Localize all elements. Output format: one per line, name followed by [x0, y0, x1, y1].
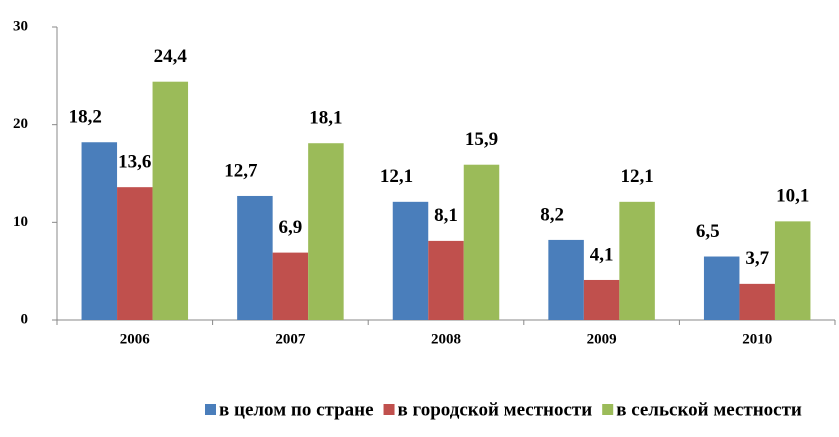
bar	[739, 283, 775, 320]
x-tick-label: 2009	[587, 331, 617, 347]
bar	[548, 239, 584, 320]
value-label: 13,6	[118, 152, 151, 173]
bar	[152, 81, 189, 321]
value-label: 6,5	[696, 221, 720, 242]
value-label: 12,7	[224, 160, 258, 181]
legend-swatch	[602, 404, 614, 415]
bar	[81, 142, 118, 320]
x-tick-label: 2007	[275, 331, 306, 347]
bar	[619, 201, 655, 320]
legend-swatch	[205, 404, 216, 415]
legend-label: в целом по стране	[219, 399, 374, 420]
value-label: 15,9	[465, 129, 498, 150]
bar	[117, 187, 153, 320]
value-label: 4,1	[590, 244, 614, 265]
x-tick-label: 2010	[742, 331, 772, 347]
bar	[272, 252, 309, 320]
bar	[237, 195, 273, 320]
legend-label: в городской местности	[398, 399, 593, 420]
y-tick-label: 0	[21, 311, 29, 327]
value-label: 18,2	[69, 107, 102, 128]
legend-label: в сельской местности	[616, 399, 802, 420]
bar	[703, 256, 740, 320]
y-tick-label: 10	[13, 214, 28, 230]
value-label: 12,1	[380, 166, 413, 187]
legend-swatch	[383, 404, 395, 415]
value-label: 12,1	[620, 166, 653, 187]
value-label: 18,1	[309, 108, 342, 129]
y-tick-label: 30	[13, 18, 28, 34]
bar	[463, 164, 500, 320]
y-tick-label: 20	[13, 116, 28, 132]
bar	[774, 221, 811, 320]
value-label: 6,9	[279, 217, 303, 238]
x-tick-label: 2006	[120, 331, 151, 347]
value-label: 8,2	[540, 204, 564, 225]
value-label: 10,1	[776, 186, 809, 207]
value-label: 8,1	[434, 205, 458, 226]
bar	[308, 143, 344, 320]
bar	[583, 279, 620, 320]
value-label: 3,7	[745, 248, 769, 269]
bar	[428, 240, 464, 320]
value-label: 24,4	[154, 46, 188, 67]
x-tick-label: 2008	[431, 331, 461, 347]
bar	[392, 201, 429, 320]
